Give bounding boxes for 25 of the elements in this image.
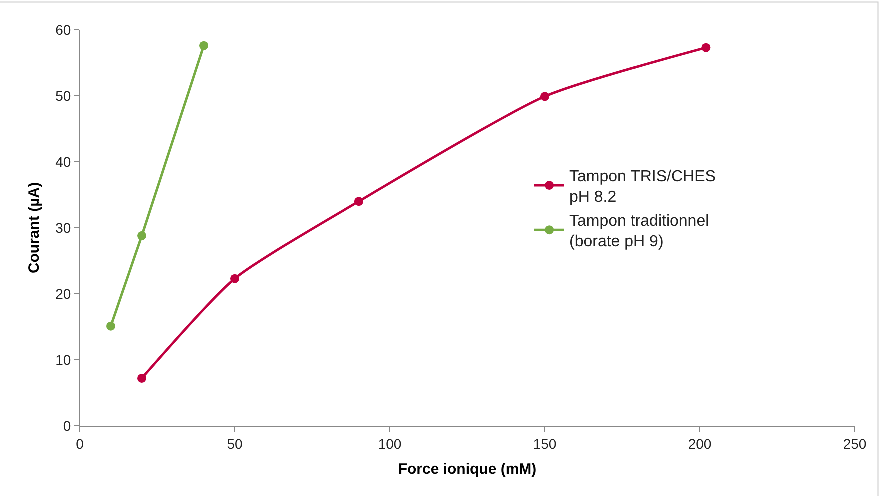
- point: [230, 274, 240, 284]
- x-tick-label: 250: [843, 436, 867, 452]
- point: [138, 374, 146, 383]
- legend-label: Tampon TRIS/CHES pH 8.2: [570, 168, 716, 206]
- x-tick-label: 0: [76, 436, 84, 452]
- y-tick-label: 60: [56, 22, 72, 38]
- y-tick-label: 50: [56, 88, 72, 104]
- point: [702, 43, 711, 52]
- y-axis-title: Courant (µA): [26, 182, 43, 274]
- point: [106, 322, 116, 331]
- y-tick-label: 10: [56, 352, 72, 368]
- x-tick-label: 50: [227, 436, 243, 452]
- y-tick-label: 20: [56, 286, 72, 302]
- y-tick-label: 0: [63, 418, 72, 434]
- y-tick-label: 30: [56, 220, 72, 236]
- x-tick-label: 100: [378, 436, 402, 452]
- point: [200, 41, 208, 50]
- x-tick-label: 150: [533, 436, 557, 452]
- y-tick-label: 40: [56, 154, 72, 170]
- point: [138, 231, 146, 240]
- point: [354, 197, 364, 206]
- legend-label: Tampon traditionnel (borate pH 9): [570, 212, 710, 251]
- x-axis-title: Force ionique (mM): [398, 460, 537, 478]
- point: [540, 92, 550, 102]
- x-tick-label: 200: [688, 436, 712, 452]
